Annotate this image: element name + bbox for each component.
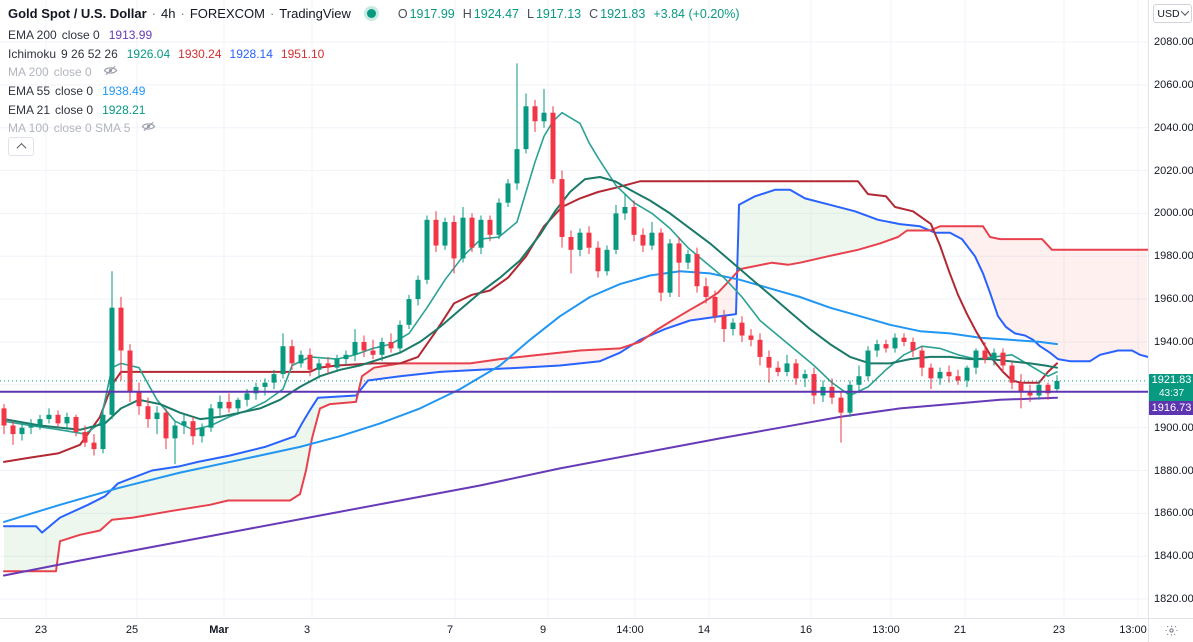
time-axis-label: 13:00: [1119, 624, 1147, 636]
price-axis-label: 1840.00: [1154, 550, 1193, 563]
price-axis-label: 1940.00: [1154, 335, 1193, 348]
last-price-tag: 1921.83 43:37: [1149, 374, 1193, 401]
time-axis-label: 25: [125, 624, 139, 636]
indicator-value: 1928.21: [102, 102, 146, 117]
kijun-line[interactable]: [3, 180, 1058, 463]
price-axis-label: 2060.00: [1154, 78, 1193, 91]
bar-countdown: 43:37: [1158, 388, 1185, 399]
price-axis-label: 1900.00: [1154, 421, 1193, 434]
symbol-title[interactable]: Gold Spot / U.S. Dollar: [8, 6, 147, 21]
legend-row-ma-100[interactable]: MA 100 close 0 SMA 5: [8, 119, 332, 138]
level-price-tag: 1916.73: [1149, 401, 1193, 415]
price-axis-label: 1880.00: [1154, 464, 1193, 477]
separator-dot: ·: [151, 6, 157, 21]
currency-label: USD: [1157, 7, 1180, 20]
indicator-params: close 0 SMA 5: [53, 121, 131, 136]
platform-label: TradingView: [279, 6, 351, 21]
price-axis-label: 1860.00: [1154, 507, 1193, 520]
price-axis-label: 2000.00: [1154, 207, 1193, 220]
indicator-value: 1930.24: [178, 46, 222, 61]
candlesticks[interactable]: [1, 63, 1060, 465]
time-axis-label: 14: [697, 624, 711, 636]
low-value: 1917.13: [535, 6, 582, 21]
tenkan-line[interactable]: [3, 111, 1058, 435]
separator-dot: ·: [180, 6, 185, 21]
indicator-name: Ichimoku: [8, 46, 57, 61]
high-value: 1924.47: [473, 6, 519, 21]
indicator-legend: EMA 200 close 0 1913.99 Ichimoku 9 26 52 26 1…: [8, 26, 332, 138]
price-axis-label: 1820.00: [1154, 593, 1193, 606]
legend-row-ichimoku[interactable]: Ichimoku 9 26 52 26 1926.04 1930.24 1928.14 1…: [8, 45, 332, 64]
senkou-a-line[interactable]: [3, 188, 1148, 534]
time-axis-label: 13:00: [872, 624, 900, 636]
ohlc-readout: O 1917.99 H 1924.47 L 1917.13 C 1921.83 +3.8…: [390, 7, 740, 21]
gear-icon[interactable]: [1165, 624, 1178, 637]
time-axis-label: 7: [446, 624, 454, 636]
time-axis-label: 14:00: [616, 624, 644, 636]
chart-plot-area[interactable]: Gold Spot / U.S. Dollar · 4h · FOREXCOM …: [0, 0, 1148, 618]
price-axis-label: 2080.00: [1154, 36, 1193, 48]
time-axis[interactable]: 23 25 Mar 3 7 9 14:00 14 16 13:00 21 23 13:00: [0, 618, 1148, 642]
close-label: C: [589, 6, 599, 21]
separator-dot: ·: [269, 6, 275, 21]
exchange-label: FOREXCOM: [189, 6, 265, 21]
legend-row-ema-21[interactable]: EMA 21 close 0 1928.21: [8, 100, 332, 119]
legend-row-ma-200[interactable]: MA 200 close 0: [8, 63, 332, 82]
close-value: 1921.83: [600, 6, 646, 21]
ichimoku-cloud: [4, 189, 1147, 572]
time-axis-label: 16: [799, 624, 813, 636]
legend-row-ema-55[interactable]: EMA 55 close 0 1938.49: [8, 82, 332, 101]
indicator-name: MA 200: [8, 65, 49, 80]
currency-dropdown[interactable]: USD: [1153, 4, 1192, 23]
time-axis-label: Mar: [209, 624, 229, 636]
time-axis-label: 3: [303, 624, 311, 636]
time-axis-label: 9: [539, 624, 547, 636]
senkou-b-line[interactable]: [3, 225, 1148, 573]
chart-canvas[interactable]: [0, 0, 1148, 618]
indicator-name: MA 100: [8, 121, 49, 136]
last-price-value: 1921.83: [1151, 374, 1192, 386]
indicator-name: EMA 55: [8, 84, 51, 99]
indicator-params: 9 26 52 26: [61, 46, 118, 61]
indicator-value: 1928.14: [229, 46, 273, 61]
market-status-icon[interactable]: [366, 9, 376, 18]
indicator-value: 1938.49: [102, 84, 146, 99]
high-label: H: [462, 6, 472, 21]
indicator-params: close 0: [53, 65, 92, 80]
indicator-params: close 0: [55, 102, 94, 117]
indicator-name: EMA 200: [8, 28, 57, 43]
indicator-name: EMA 21: [8, 102, 51, 117]
open-label: O: [397, 6, 408, 21]
eye-off-icon[interactable]: [139, 121, 156, 135]
legend-row-ema-200[interactable]: EMA 200 close 0 1913.99: [8, 26, 332, 45]
price-axis-label: 2040.00: [1154, 121, 1193, 134]
indicator-value: 1913.99: [108, 28, 153, 43]
symbol-header: Gold Spot / U.S. Dollar · 4h · FOREXCOM …: [8, 6, 740, 21]
price-axis-label: 2020.00: [1154, 164, 1193, 177]
ema200-line[interactable]: [3, 396, 1058, 577]
price-axis-label: 1980.00: [1154, 250, 1193, 263]
indicator-params: close 0: [55, 84, 94, 99]
price-axis[interactable]: USD 2080.00 2060.00 2040.00 2020.00 2000.00 1…: [1148, 0, 1193, 618]
eye-off-icon[interactable]: [101, 65, 118, 79]
scale-settings-corner[interactable]: [1148, 618, 1193, 642]
time-axis-label: 23: [34, 624, 48, 636]
chevron-down-icon: [1180, 6, 1189, 16]
legend-collapse-button[interactable]: [8, 137, 34, 156]
indicator-params: close 0: [61, 28, 100, 43]
time-axis-label: 23: [1052, 624, 1066, 636]
time-axis-label: 21: [953, 624, 967, 636]
interval-label[interactable]: 4h: [161, 6, 176, 21]
low-label: L: [526, 6, 534, 21]
indicator-value: 1926.04: [126, 46, 171, 61]
price-axis-label: 1960.00: [1154, 293, 1193, 306]
change-value: +3.84 (+0.20%): [653, 6, 740, 21]
chevron-up-icon: [16, 142, 26, 153]
ema55-line[interactable]: [3, 270, 1058, 523]
indicator-value: 1951.10: [280, 46, 325, 61]
open-value: 1917.99: [409, 6, 455, 21]
